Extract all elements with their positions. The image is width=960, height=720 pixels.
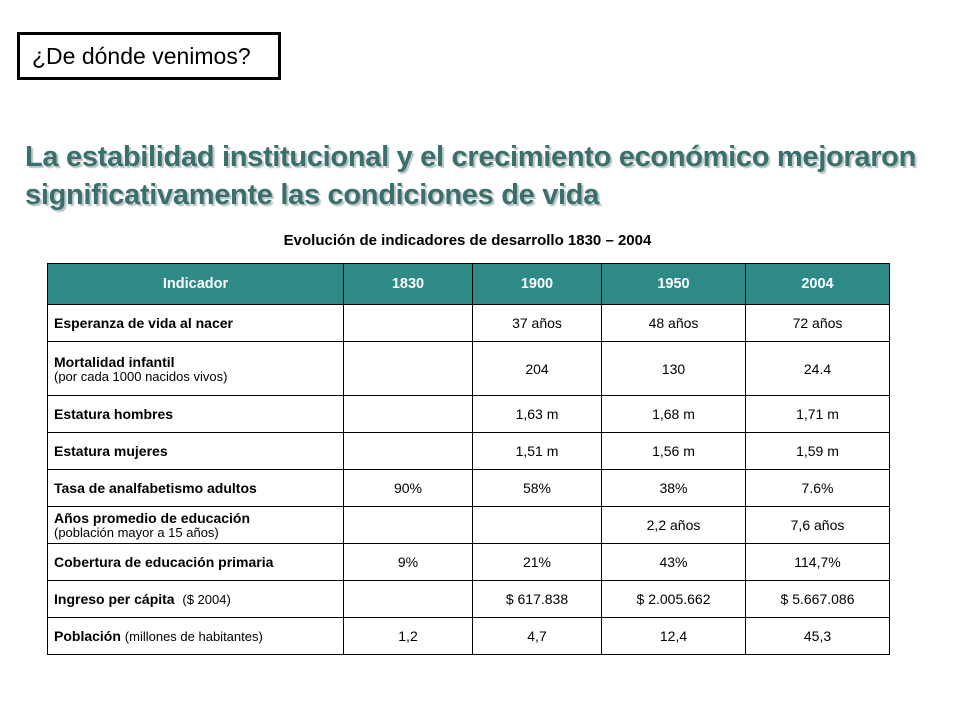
cell-2004: 114,7% <box>745 543 890 581</box>
cell-1950: 48 años <box>601 304 746 342</box>
cell-1830 <box>343 395 473 433</box>
row-note: (por cada 1000 nacidos vivos) <box>54 368 228 384</box>
row-label: Estatura mujeres <box>47 432 344 470</box>
cell-1900: 204 <box>472 341 602 396</box>
cell-1830: 9% <box>343 543 473 581</box>
cell-1900: 21% <box>472 543 602 581</box>
cell-2004: 7,6 años <box>745 506 890 544</box>
section-title-box: ¿De dónde venimos? <box>17 32 281 80</box>
table-row: Esperanza de vida al nacer 37 años 48 añ… <box>47 304 890 342</box>
table-header-row: Indicador 1830 1900 1950 2004 <box>47 263 890 305</box>
table-row: Ingreso per cápita ($ 2004) $ 617.838 $ … <box>47 580 890 618</box>
section-title: ¿De dónde venimos? <box>32 42 251 69</box>
cell-1950: 130 <box>601 341 746 396</box>
slide-headline: La estabilidad institucional y el crecim… <box>25 141 917 211</box>
cell-1830 <box>343 341 473 396</box>
cell-1830 <box>343 580 473 618</box>
table-row: Cobertura de educación primaria 9% 21% 4… <box>47 543 890 581</box>
cell-1950: $ 2.005.662 <box>601 580 746 618</box>
cell-1900 <box>472 506 602 544</box>
row-note: (población mayor a 15 años) <box>54 525 219 540</box>
cell-1900: 4,7 <box>472 617 602 655</box>
cell-1900: 58% <box>472 469 602 507</box>
table-row: Tasa de analfabetismo adultos 90% 58% 38… <box>47 469 890 507</box>
cell-1830: 1,2 <box>343 617 473 655</box>
table-row: Estatura hombres 1,63 m 1,68 m 1,71 m <box>47 395 890 433</box>
cell-1950: 1,68 m <box>601 395 746 433</box>
header-1830: 1830 <box>343 263 473 305</box>
table-title: Evolución de indicadores de desarrollo 1… <box>283 232 652 249</box>
cell-1950: 2,2 años <box>601 506 746 544</box>
row-note: ($ 2004) <box>182 592 231 607</box>
cell-1830 <box>343 304 473 342</box>
table-row: Años promedio de educación (población may… <box>47 506 890 544</box>
row-label: Esperanza de vida al nacer <box>47 304 344 342</box>
cell-1900: 1,63 m <box>472 395 602 433</box>
header-1900: 1900 <box>472 263 602 305</box>
cell-2004: 1,71 m <box>745 395 890 433</box>
table-row: Mortalidad infantil (por cada 1000 nacido… <box>47 341 890 396</box>
cell-1900: $ 617.838 <box>472 580 602 618</box>
row-label: Años promedio de educación (población may… <box>47 506 344 544</box>
cell-1950: 12,4 <box>601 617 746 655</box>
cell-2004: 45,3 <box>745 617 890 655</box>
row-label: Mortalidad infantil (por cada 1000 nacido… <box>47 341 344 396</box>
table-row: Población (millones de habitantes) 1,2 4… <box>47 617 890 655</box>
row-label: Población (millones de habitantes) <box>47 617 344 655</box>
cell-2004: 24.4 <box>745 341 890 396</box>
row-label: Tasa de analfabetismo adultos <box>47 469 344 507</box>
row-label: Cobertura de educación primaria <box>47 543 344 581</box>
header-1950: 1950 <box>601 263 746 305</box>
indicators-table: Indicador 1830 1900 1950 2004 Esperanza … <box>47 263 890 655</box>
row-note: (millones de habitantes) <box>124 629 263 644</box>
row-label: Ingreso per cápita ($ 2004) <box>47 580 344 618</box>
cell-1950: 1,56 m <box>601 432 746 470</box>
cell-1830: 90% <box>343 469 473 507</box>
cell-2004: 7.6% <box>745 469 890 507</box>
cell-2004: $ 5.667.086 <box>745 580 890 618</box>
cell-2004: 1,59 m <box>745 432 890 470</box>
header-2004: 2004 <box>745 263 890 305</box>
header-indicador: Indicador <box>47 263 344 305</box>
cell-1900: 1,51 m <box>472 432 602 470</box>
cell-2004: 72 años <box>745 304 890 342</box>
cell-1830 <box>343 506 473 544</box>
row-label: Estatura hombres <box>47 395 344 433</box>
cell-1950: 43% <box>601 543 746 581</box>
cell-1830 <box>343 432 473 470</box>
table-row: Estatura mujeres 1,51 m 1,56 m 1,59 m <box>47 432 890 470</box>
cell-1950: 38% <box>601 469 746 507</box>
cell-1900: 37 años <box>472 304 602 342</box>
